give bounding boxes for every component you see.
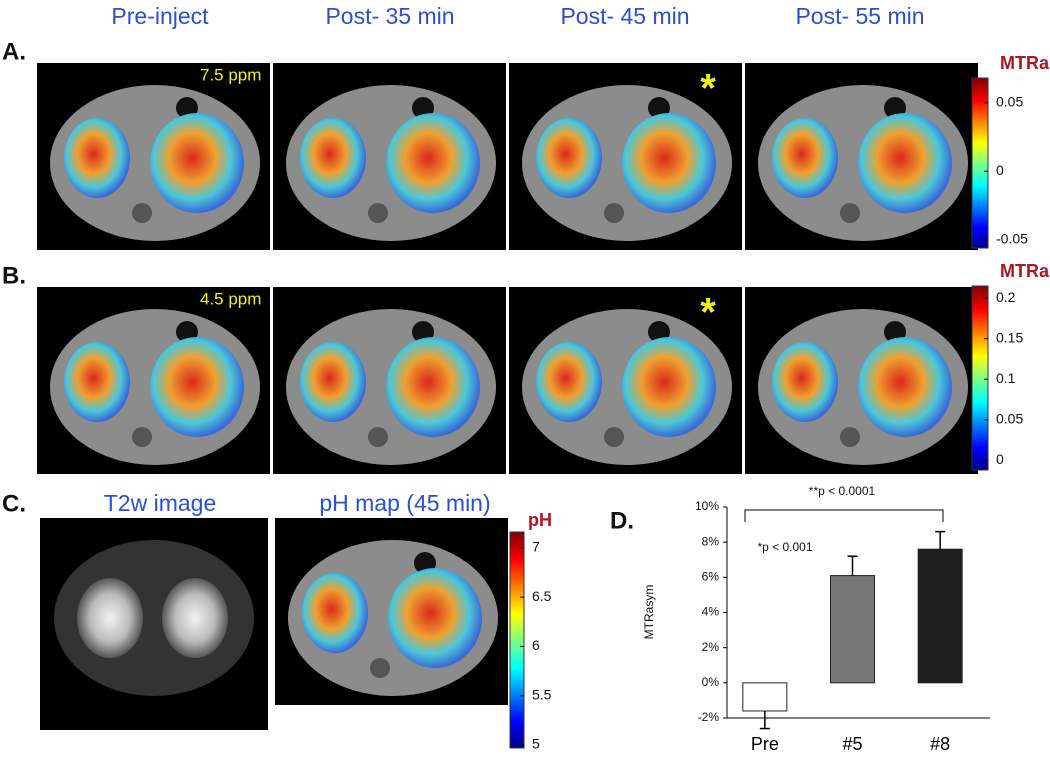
column-header: Post- 45 min [560, 3, 689, 29]
annotation: 7.5 ppm [200, 65, 261, 84]
panel-b-images [37, 287, 978, 474]
significance-bracket [744, 509, 944, 522]
bar [830, 575, 875, 684]
colorbar-tick-label: 7 [532, 538, 540, 554]
panel-title: T2w image [104, 490, 216, 516]
colorbar-tick-label: 5.5 [532, 686, 552, 702]
colorbar-tick-label: 0.2 [996, 289, 1016, 305]
colorbar-tick-label: 6 [532, 637, 540, 653]
colorbar-title: MTRasym [1000, 53, 1050, 73]
colorbar-tick-label: 0.15 [996, 329, 1023, 345]
y-tick-label: 8% [702, 534, 720, 548]
panel-a-images [37, 63, 978, 250]
x-tick-label: Pre [751, 734, 779, 754]
colorbar-a [971, 77, 989, 249]
y-tick-label: -2% [698, 710, 720, 724]
panel-label: B. [2, 262, 26, 289]
colorbar-tick-label: 0.05 [996, 410, 1023, 426]
annotation: **p < 0.0001 [809, 484, 876, 498]
annotation: 4.5 ppm [200, 289, 261, 308]
column-header: Post- 35 min [325, 3, 454, 29]
y-tick-label: 10% [695, 499, 719, 513]
y-tick-label: 0% [702, 675, 720, 689]
colorbar-title: pH [528, 510, 552, 530]
y-axis-label: MTRasym [642, 585, 656, 640]
y-tick-label: 4% [702, 605, 720, 619]
annotation: *p < 0.001 [757, 540, 812, 554]
colorbar-title: MTRasym [1000, 261, 1050, 281]
bar [742, 682, 788, 712]
panel-label: D. [610, 507, 634, 534]
column-header: Post- 55 min [795, 3, 924, 29]
colorbar-tick-label: 0 [996, 451, 1004, 467]
panel-title: pH map (45 min) [319, 490, 490, 516]
colorbar-tick-label: 6.5 [532, 588, 552, 604]
column-header: Pre-inject [111, 3, 209, 29]
colorbar-c [509, 531, 525, 749]
colorbar-tick-label: 0.05 [996, 93, 1023, 109]
marker: * [700, 67, 716, 111]
bar [917, 548, 963, 684]
x-tick-label: #5 [842, 734, 862, 754]
colorbar-tick-label: 5 [532, 736, 540, 752]
panel-c-images [40, 518, 508, 730]
marker: * [700, 291, 716, 335]
panel-label: A. [2, 38, 26, 65]
colorbar-tick-label: -0.05 [996, 230, 1028, 246]
colorbar-tick-label: 0 [996, 162, 1004, 178]
y-tick-label: 6% [702, 570, 720, 584]
panel-label: C. [2, 490, 26, 517]
colorbar-b [971, 285, 989, 471]
x-tick-label: #8 [930, 734, 950, 754]
y-tick-label: 2% [702, 640, 720, 654]
colorbar-tick-label: 0.1 [996, 370, 1016, 386]
